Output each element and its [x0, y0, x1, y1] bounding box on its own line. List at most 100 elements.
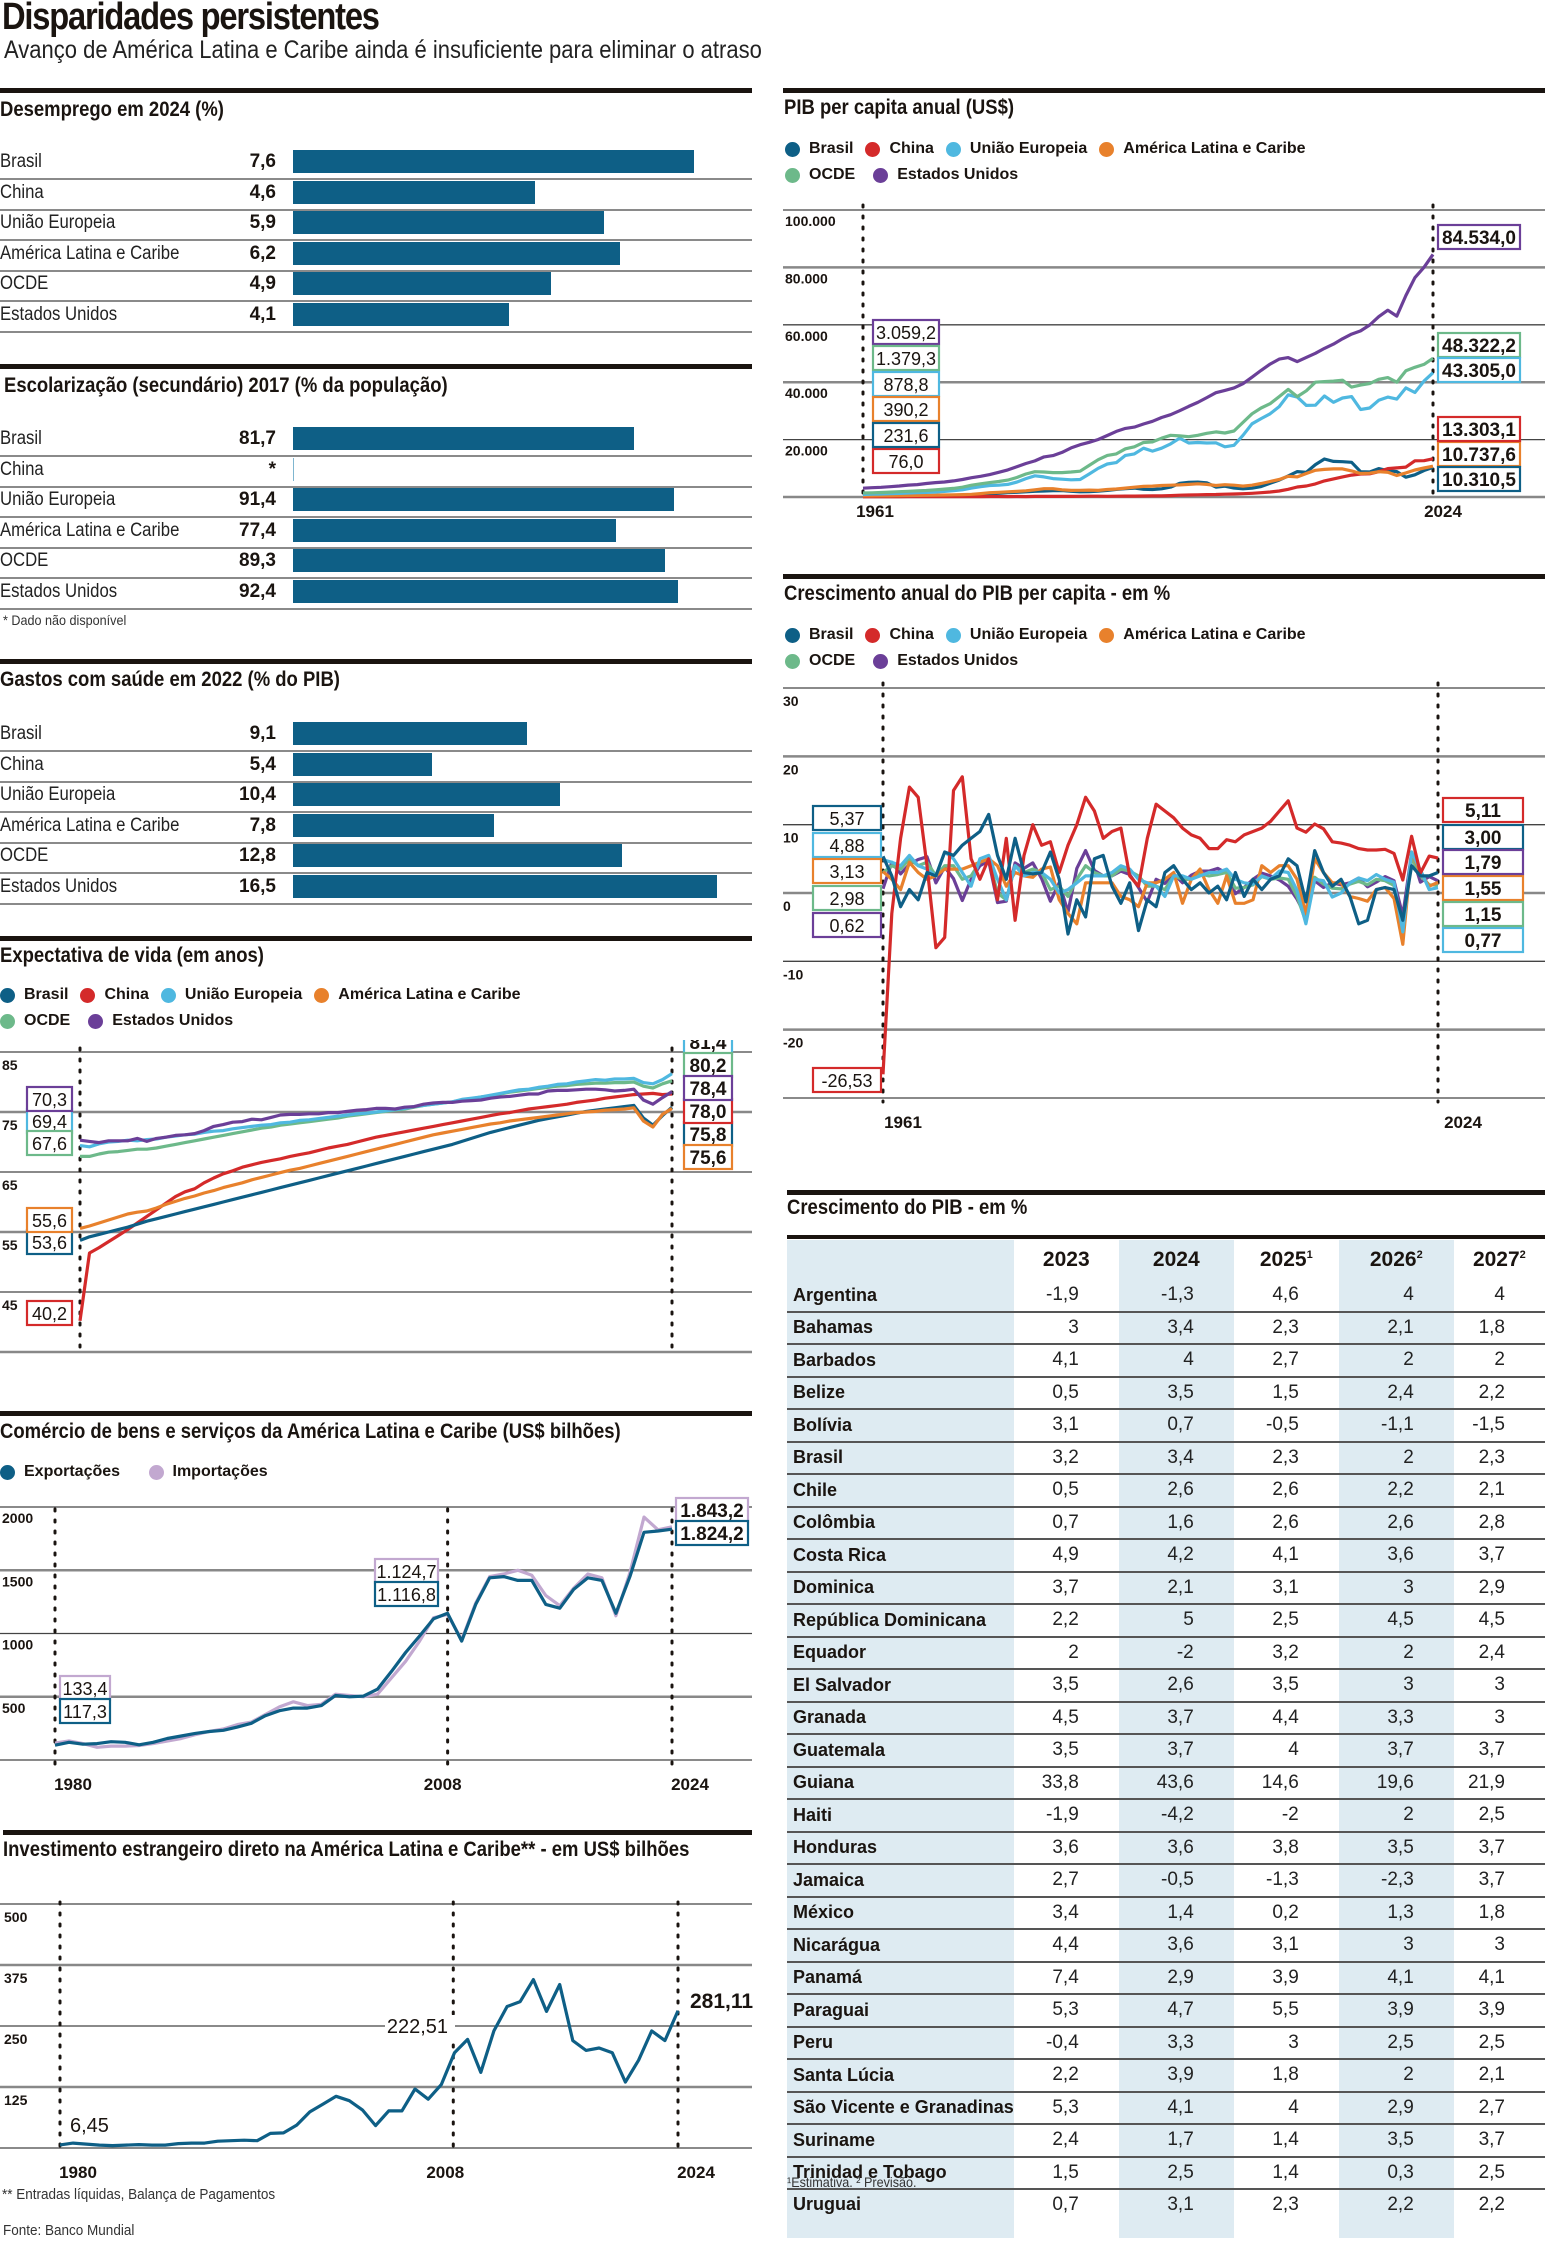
value-label: 75,8	[682, 1120, 734, 1148]
value-label: 117,3	[58, 1697, 112, 1725]
value-cell: 2,5	[1453, 2156, 1545, 2190]
value-label: 69,4	[25, 1107, 74, 1135]
bar-value-label: 81,7	[239, 428, 276, 449]
table-row: Granada 4,5 3,7 4,4 3,3 3	[787, 1701, 1545, 1735]
section-rule	[3, 1830, 752, 1835]
value-label: 878,8	[871, 370, 941, 398]
section-rule	[0, 364, 752, 369]
bar-row: União Europeia 10,4	[0, 781, 752, 813]
value-label: 133,4	[58, 1674, 112, 1702]
value-cell: 1,8	[1453, 1896, 1545, 1930]
country-cell: Jamaica	[787, 1864, 1014, 1898]
table-header-country	[787, 1240, 1014, 1280]
table-row: El Salvador 3,5 2,6 3,5 3 3	[787, 1669, 1545, 1703]
value-label: 55,6	[25, 1206, 74, 1234]
legend-dot-icon	[865, 627, 881, 643]
bar-value-label: 91,4	[239, 489, 276, 510]
legend-item-brasil: Brasil	[785, 626, 853, 644]
svg-text:5,11: 5,11	[1465, 801, 1501, 822]
value-label: -26,53	[811, 1066, 883, 1094]
country-cell: Argentina	[787, 1280, 1014, 1313]
svg-text:1.124,7: 1.124,7	[376, 1562, 436, 1582]
value-cell: 2	[1453, 1344, 1545, 1378]
value-cell: 3,3	[1118, 2026, 1234, 2060]
svg-text:43.305,0: 43.305,0	[1442, 361, 1516, 382]
legend-item-alc: América Latina e Caribe	[1099, 626, 1306, 644]
table-header-year: 2023	[1042, 1248, 1090, 1271]
value-cell: 0,7	[1013, 1506, 1119, 1540]
y-tick-label: 500	[4, 1909, 28, 1925]
value-cell: 0,5	[1013, 1376, 1119, 1410]
country-cell: São Vicente e Granadinas	[787, 2091, 1014, 2125]
value-cell: 0,2	[1233, 1896, 1339, 1930]
bar-value-label: 9,1	[249, 723, 276, 744]
bar	[293, 427, 634, 450]
value-label: 1.843,2	[674, 1496, 750, 1524]
value-cell: 2	[1338, 1799, 1454, 1833]
table-row: Paraguai 5,3 4,7 5,5 3,9 3,9	[787, 1994, 1545, 2028]
bar	[293, 457, 294, 481]
value-cell: 0,5	[1013, 1474, 1119, 1508]
svg-text:13.303,1: 13.303,1	[1442, 420, 1516, 441]
value-cell: 2,2	[1338, 2189, 1454, 2238]
value-cell: 3,9	[1118, 2059, 1234, 2093]
bar-value-label: 16,5	[239, 875, 276, 897]
bar-value-label: 7,8	[249, 814, 276, 836]
bar-value-label: 12,8	[239, 845, 276, 866]
value-label: 3,00	[1441, 823, 1525, 851]
value-cell: 4,4	[1233, 1701, 1339, 1735]
legend-expectativa: Brasil China União Europeia América Latina …	[0, 986, 533, 1038]
legend-item-exportacoes: Exportações	[0, 1463, 120, 1481]
value-cell: 3	[1453, 1669, 1545, 1703]
svg-text:10.737,6: 10.737,6	[1442, 445, 1516, 466]
value-label: 1.124,7	[373, 1557, 440, 1585]
legend-item-ue: União Europeia	[160, 986, 302, 1004]
value-cell: 1,8	[1233, 2059, 1339, 2093]
value-label: 10.737,6	[1436, 440, 1522, 468]
bar-row: Estados Unidos 92,4	[0, 578, 752, 610]
value-cell: 2,1	[1338, 1311, 1454, 1345]
bar-row: Brasil 9,1	[0, 720, 752, 752]
value-cell: 3,5	[1233, 1669, 1339, 1703]
value-cell: 4,4	[1013, 1929, 1119, 1963]
x-tick-label: 2024	[1424, 502, 1462, 521]
y-tick-label: 375	[4, 1970, 28, 1986]
bar-value-label: *	[268, 458, 276, 480]
end-value-label: 281,11	[690, 1990, 753, 2013]
svg-text:1,79: 1,79	[1465, 853, 1502, 874]
series-line-alc	[863, 464, 1434, 498]
x-tick-label: 2008	[426, 2163, 464, 2180]
value-cell: 33,8	[1013, 1766, 1119, 1800]
bar-label: Estados Unidos	[0, 303, 118, 325]
x-tick-label: 2024	[1444, 1113, 1482, 1132]
value-cell: 2	[1338, 1344, 1454, 1378]
value-label: 5,37	[811, 804, 883, 832]
bar-label: Brasil	[0, 428, 42, 449]
bar-value-label: 89,3	[239, 550, 276, 571]
table-row: Panamá 7,4 2,9 3,9 4,1 4,1	[787, 1961, 1545, 1995]
bar-label: OCDE	[0, 273, 49, 294]
source-note: Fonte: Banco Mundial	[3, 2222, 135, 2239]
value-cell: -2	[1233, 1799, 1339, 1833]
bar-row: União Europeia 91,4	[0, 486, 752, 518]
svg-text:1.379,3: 1.379,3	[876, 349, 936, 369]
value-cell: 4,2	[1118, 1539, 1234, 1573]
value-label: 80,2	[682, 1051, 734, 1079]
value-cell: 43,6	[1118, 1766, 1234, 1800]
value-cell: 3,1	[1013, 1409, 1119, 1443]
country-cell: Granada	[787, 1701, 1014, 1735]
bar	[293, 180, 536, 204]
bar	[293, 302, 510, 326]
legend-dot-icon	[1099, 627, 1115, 643]
legend-dot-icon	[80, 987, 96, 1003]
bar-value-label: 6,2	[249, 242, 276, 264]
table-row: Belize 0,5 3,5 1,5 2,4 2,2	[787, 1376, 1545, 1410]
chart-title-crescimento-pib-per-capita: Crescimento anual do PIB per capita - em…	[784, 582, 1171, 605]
table-row: Peru -0,4 3,3 3 2,5 2,5	[787, 2026, 1545, 2060]
value-cell: 2,9	[1453, 1571, 1545, 1605]
value-cell: 3,9	[1338, 1994, 1454, 2028]
value-cell: 4,9	[1013, 1539, 1119, 1573]
value-cell: -1,3	[1233, 1864, 1339, 1898]
table-row: Argentina -1,9 -1,3 4,6 4 4	[787, 1280, 1545, 1313]
bar	[293, 844, 623, 867]
